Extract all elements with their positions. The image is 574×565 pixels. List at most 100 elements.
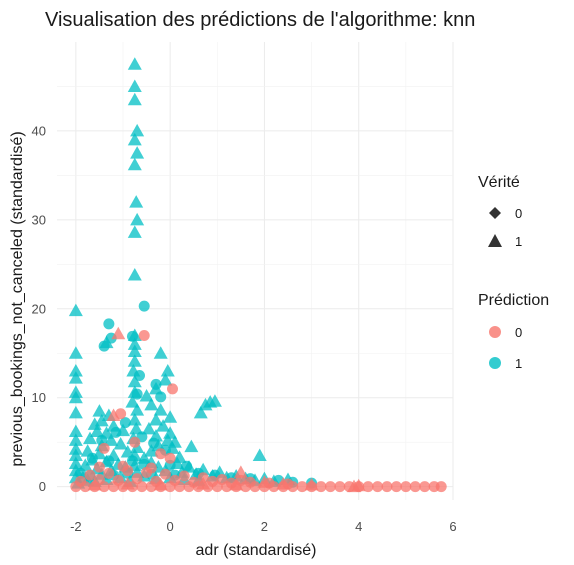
data-point-circle — [75, 475, 87, 487]
plot-area — [57, 42, 454, 500]
data-point-circle — [315, 481, 327, 493]
data-point-circle — [103, 318, 115, 330]
legend-swatch-prediction-0 — [489, 326, 501, 338]
data-point-triangle — [130, 123, 145, 137]
data-point-triangle — [127, 354, 142, 367]
data-point-triangle — [130, 146, 145, 159]
legend-title-prediction: Prédiction — [478, 292, 549, 309]
data-point-triangle — [196, 476, 211, 490]
data-point-circle — [372, 481, 384, 493]
data-point-triangle — [68, 405, 83, 419]
data-point-triangle — [68, 390, 83, 404]
data-point-circle — [296, 481, 308, 493]
data-point-triangle — [141, 421, 156, 435]
data-point-triangle — [68, 364, 83, 377]
y-tick-label: 20 — [32, 301, 46, 316]
data-point-circle — [126, 330, 138, 342]
data-point-triangle — [113, 436, 128, 450]
data-point-triangle — [276, 476, 291, 490]
data-point-triangle — [163, 410, 178, 423]
data-point-triangle — [94, 413, 109, 427]
data-point-circle — [148, 437, 160, 449]
data-point-circle — [98, 340, 110, 352]
data-point-triangle — [252, 448, 267, 462]
data-point-triangle — [68, 456, 83, 470]
data-point-triangle — [229, 477, 244, 491]
data-point-circle — [181, 460, 193, 472]
data-point-circle — [207, 475, 219, 487]
data-point-triangle — [129, 195, 144, 208]
data-point-triangle — [92, 404, 107, 417]
data-point-circle — [112, 474, 124, 486]
data-point-circle — [169, 474, 181, 486]
data-point-triangle — [127, 157, 142, 171]
data-point-circle — [98, 442, 110, 454]
data-point-triangle — [68, 448, 83, 462]
data-point-circle — [103, 467, 115, 479]
data-point-triangle — [127, 374, 142, 388]
data-point-circle — [138, 329, 150, 341]
data-point-triangle — [127, 225, 142, 238]
data-point-circle — [216, 474, 228, 486]
data-point-triangle — [111, 326, 126, 340]
y-tick-label: 30 — [32, 212, 46, 227]
data-point-triangle — [127, 79, 142, 92]
data-point-circle — [155, 448, 167, 460]
legend-label-prediction-0: 0 — [515, 325, 522, 340]
data-point-circle — [324, 481, 336, 493]
data-point-triangle — [149, 412, 163, 426]
data-point-triangle — [125, 395, 140, 408]
legend-swatch-prediction-1 — [489, 357, 501, 369]
data-point-circle — [435, 481, 447, 493]
data-point-circle — [131, 388, 143, 400]
data-point-triangle — [127, 337, 142, 350]
data-point-circle — [155, 391, 167, 403]
x-axis-ticks: -2 0 2 4 6 — [70, 519, 457, 534]
data-point-triangle — [172, 450, 187, 463]
x-tick-label: 6 — [449, 519, 456, 534]
data-point-triangle — [83, 431, 97, 445]
data-point-triangle — [120, 444, 135, 458]
data-point-triangle — [104, 433, 119, 446]
data-point-triangle — [87, 477, 102, 491]
data-point-triangle — [198, 397, 213, 411]
data-point-triangle — [351, 478, 366, 492]
x-tick-label: 4 — [355, 519, 362, 534]
data-point-circle — [188, 476, 200, 488]
data-point-circle — [362, 481, 374, 493]
data-point-triangle — [207, 394, 222, 407]
data-point-circle — [164, 452, 176, 464]
data-point-triangle — [130, 212, 145, 226]
data-point-triangle — [127, 268, 142, 281]
data-point-circle — [117, 460, 129, 472]
legend-label-prediction-1: 1 — [515, 356, 522, 371]
data-point-triangle — [257, 475, 272, 488]
data-point-circle — [129, 436, 141, 448]
data-point-triangle — [184, 439, 199, 453]
data-point-triangle — [193, 405, 208, 419]
data-point-circle — [138, 300, 150, 312]
data-point-triangle — [304, 477, 319, 491]
data-point-circle — [390, 481, 402, 493]
data-point-triangle — [127, 92, 142, 106]
data-point-triangle — [144, 444, 159, 457]
data-point-circle — [334, 481, 346, 493]
data-point-triangle — [68, 424, 83, 438]
data-point-circle — [159, 468, 171, 480]
data-point-circle — [131, 473, 143, 485]
y-axis-ticks: 0 10 20 30 40 — [32, 123, 46, 494]
data-point-circle — [178, 470, 190, 482]
data-point-triangle — [158, 372, 173, 386]
data-point-triangle — [144, 397, 159, 411]
data-point-circle — [409, 481, 421, 493]
x-tick-label: -2 — [70, 519, 82, 534]
data-point-triangle — [139, 388, 154, 402]
data-point-triangle — [153, 477, 168, 491]
y-tick-label: 10 — [32, 390, 46, 405]
data-point-triangle — [156, 419, 171, 432]
data-point-triangle — [160, 364, 175, 377]
data-point-triangle — [233, 465, 248, 478]
data-point-triangle — [90, 424, 105, 438]
x-axis-label: adr (standardisé) — [196, 542, 317, 559]
